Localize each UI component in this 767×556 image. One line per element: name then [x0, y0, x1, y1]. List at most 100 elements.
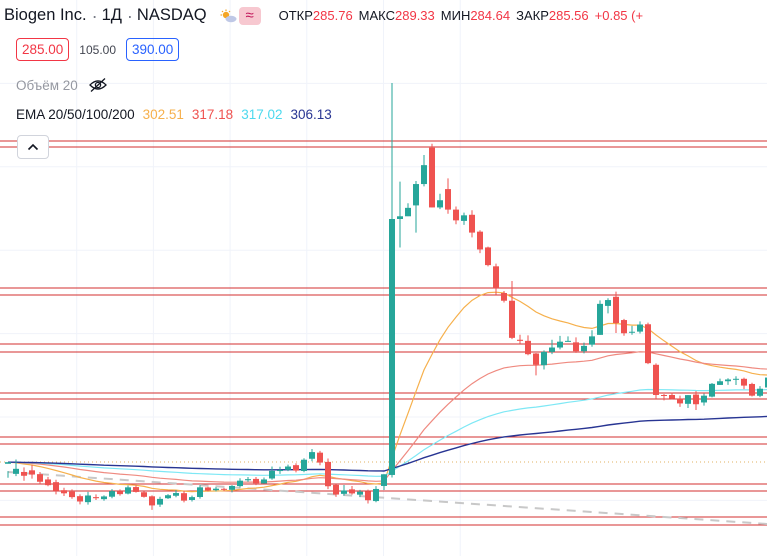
- candle-body: [693, 394, 699, 405]
- ema200-value: 306.13: [290, 107, 332, 122]
- candle-body: [461, 215, 467, 221]
- candle-up: [165, 494, 171, 500]
- candle-up: [589, 330, 595, 347]
- sell-price-button[interactable]: 285.00: [16, 38, 70, 61]
- candle-body: [629, 331, 635, 333]
- candle-body: [725, 379, 731, 382]
- candle-body: [685, 395, 691, 404]
- candle-up: [413, 181, 419, 233]
- ema20-value: 302.51: [142, 107, 184, 122]
- candle-up: [717, 378, 723, 385]
- high-value: 289.33: [395, 8, 435, 23]
- candle-body: [645, 324, 651, 364]
- candle-up: [237, 478, 243, 488]
- candle-down: [45, 476, 51, 487]
- candle-down: [317, 450, 323, 466]
- candle-body: [277, 470, 283, 472]
- candle-down: [181, 490, 187, 503]
- candle-body: [597, 303, 603, 335]
- open-label: ОТКР: [278, 8, 313, 23]
- candle-body: [445, 189, 451, 210]
- candle-up: [381, 474, 387, 491]
- candle-body: [637, 324, 643, 332]
- open-value: 285.76: [312, 8, 353, 23]
- candle-body: [533, 353, 539, 365]
- candle-down: [573, 337, 579, 353]
- candle-body: [389, 219, 395, 475]
- candle-body: [613, 296, 619, 324]
- candle-down: [69, 489, 75, 499]
- candle-body: [21, 471, 27, 476]
- volume-label[interactable]: Объём 20: [16, 77, 78, 93]
- candle-body: [437, 200, 443, 208]
- sun-cloud-icon[interactable]: [219, 9, 237, 23]
- candle-body: [45, 479, 51, 486]
- candle-down: [677, 395, 683, 407]
- candle-up: [309, 448, 315, 462]
- candle-body: [701, 395, 707, 403]
- candle-up: [637, 321, 643, 334]
- candle-up: [213, 487, 219, 492]
- candle-body: [733, 378, 739, 380]
- buy-price-button[interactable]: 390.00: [126, 38, 180, 61]
- candle-up: [189, 495, 195, 502]
- candle-body: [77, 496, 83, 502]
- candle-body: [653, 364, 659, 395]
- wave-icon[interactable]: ≈: [238, 6, 261, 25]
- candle-body: [349, 489, 355, 494]
- candle-up: [629, 325, 635, 335]
- candle-down: [533, 352, 539, 376]
- candlestick-series: [5, 83, 767, 510]
- candle-body: [749, 383, 755, 396]
- high-label: МАКС: [358, 8, 395, 23]
- collapse-legend-button[interactable]: [17, 135, 49, 159]
- candle-body: [157, 498, 163, 505]
- chart-legend-header: Biogen Inc. · 1Д · NASDAQ ≈ ОТКР 285.76 …: [4, 6, 649, 25]
- candle-body: [37, 474, 43, 482]
- candle-body: [413, 184, 419, 206]
- ema-label[interactable]: EMA 20/50/100/200: [16, 107, 135, 122]
- interval-label[interactable]: 1Д: [101, 6, 122, 24]
- horizontal-level-lines: [0, 140, 767, 526]
- candle-down: [325, 458, 331, 490]
- candle-body: [365, 491, 371, 501]
- candle-down: [53, 479, 59, 495]
- candle-body: [661, 394, 667, 396]
- candle-up: [125, 485, 131, 495]
- candle-up: [421, 154, 427, 187]
- symbol-name[interactable]: Biogen Inc.: [4, 6, 87, 24]
- eye-crossed-icon[interactable]: [88, 77, 108, 93]
- candle-up: [269, 466, 275, 480]
- candle-body: [141, 492, 147, 497]
- candle-body: [149, 496, 155, 506]
- candle-up: [581, 342, 587, 354]
- candle-body: [557, 341, 563, 348]
- candle-down: [525, 335, 531, 356]
- candle-down: [517, 334, 523, 344]
- ema100-line: [7, 388, 767, 477]
- volume-legend: Объём 20: [16, 77, 108, 93]
- candle-up: [229, 485, 235, 493]
- candle-body: [709, 383, 715, 397]
- candle-up: [437, 193, 443, 210]
- candle-body: [301, 459, 307, 472]
- candle-body: [325, 461, 331, 487]
- candle-up: [261, 477, 267, 484]
- candle-up: [5, 462, 11, 478]
- candle-up: [397, 181, 403, 248]
- candle-up: [173, 490, 179, 498]
- candle-body: [501, 292, 507, 301]
- candle-up: [389, 83, 395, 478]
- candle-up: [765, 377, 767, 388]
- candle-up: [597, 300, 603, 335]
- trade-prices: 285.00 105.00 390.00: [16, 38, 180, 61]
- candle-body: [453, 209, 459, 221]
- candle-up: [701, 393, 707, 406]
- candle-body: [429, 147, 435, 208]
- trend-line-dashed: [7, 471, 767, 525]
- candle-up: [285, 464, 291, 472]
- low-value: 284.64: [470, 8, 511, 23]
- candle-body: [573, 342, 579, 352]
- ema50-line: [7, 351, 767, 483]
